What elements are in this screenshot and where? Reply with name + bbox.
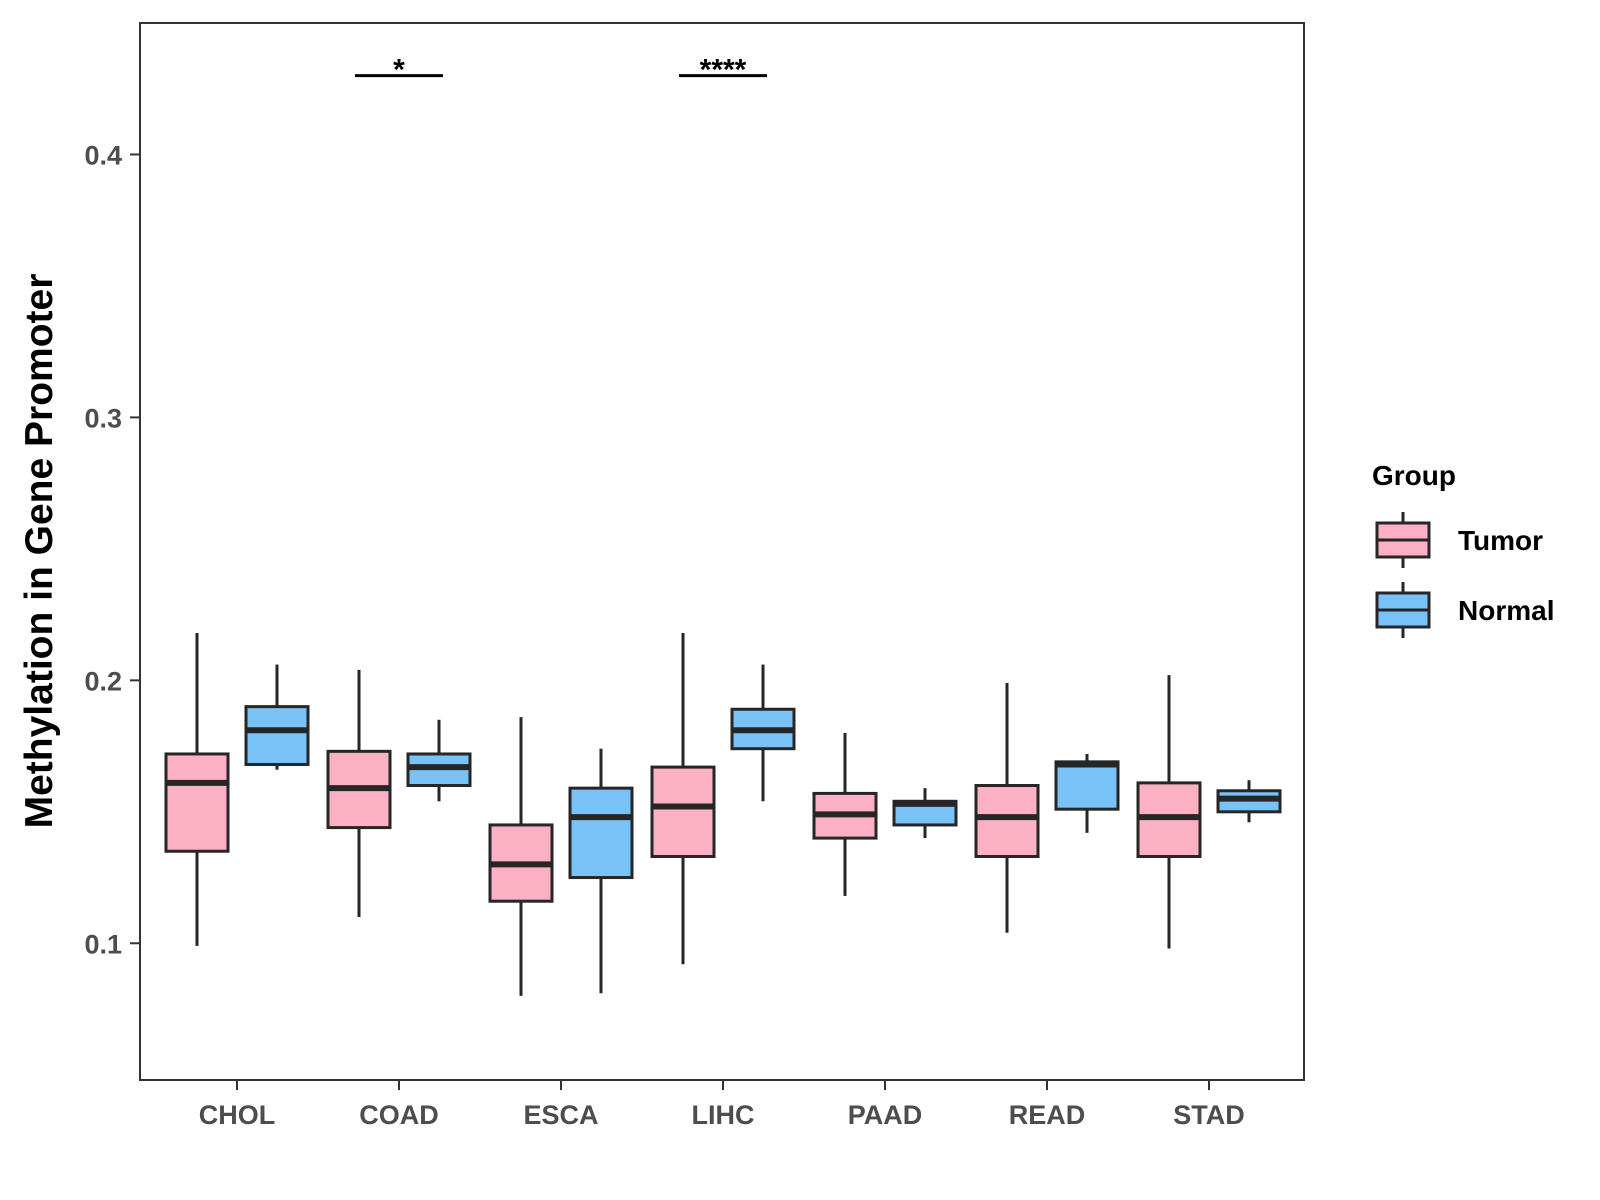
normal-box-read <box>1054 753 1120 833</box>
box-iqr <box>974 784 1040 859</box>
y-axis-ticks: 0.1 0.2 0.3 0.4 <box>84 140 140 959</box>
tumor-box-coad <box>326 669 392 917</box>
tumor-box-stad <box>1136 675 1202 949</box>
normal-box-chol <box>244 664 310 770</box>
normal-box-stad <box>1216 780 1282 823</box>
normal-box-lihc <box>730 664 796 802</box>
tumor-box-lihc <box>650 633 716 965</box>
significance-label: **** <box>700 54 747 87</box>
normal-box-coad <box>406 719 472 802</box>
box-series <box>164 633 1282 996</box>
box-iqr <box>164 752 230 853</box>
y-tick-label: 0.4 <box>84 140 122 170</box>
x-tick-label: STAD <box>1173 1100 1245 1130</box>
legend-label: Tumor <box>1458 525 1543 556</box>
y-tick-label: 0.1 <box>84 929 122 959</box>
normal-box-esca <box>568 748 634 994</box>
tumor-box-chol <box>164 633 230 946</box>
plot-panel-border <box>139 22 1305 1081</box>
box-iqr <box>244 705 310 766</box>
x-tick-label: CHOL <box>199 1100 276 1130</box>
box-iqr <box>1054 760 1120 811</box>
significance-label: * <box>393 54 405 87</box>
x-axis-ticks: CHOL COAD ESCA LIHC PAAD READ STAD <box>199 1080 1245 1130</box>
legend-entry-tumor: Tumor <box>1375 512 1543 568</box>
x-tick-label: READ <box>1009 1100 1086 1130</box>
legend-title: Group <box>1372 460 1456 491</box>
legend: Group Tumor Normal <box>1372 460 1554 638</box>
y-tick-label: 0.3 <box>84 403 122 433</box>
x-tick-label: PAAD <box>848 1100 923 1130</box>
x-tick-label: LIHC <box>692 1100 755 1130</box>
tumor-box-esca <box>488 717 554 996</box>
y-tick-label: 0.2 <box>84 666 122 696</box>
x-tick-label: COAD <box>359 1100 439 1130</box>
normal-box-paad <box>892 788 958 839</box>
x-tick-label: ESCA <box>523 1100 598 1130</box>
legend-label: Normal <box>1458 595 1554 626</box>
significance-annotations: * **** <box>355 54 767 87</box>
box-iqr <box>568 786 634 880</box>
box-iqr <box>650 765 716 859</box>
tumor-box-paad <box>812 732 878 896</box>
tumor-box-read <box>974 682 1040 933</box>
legend-entry-normal: Normal <box>1375 582 1554 638</box>
y-axis-title: Methylation in Gene Promoter <box>18 274 61 829</box>
